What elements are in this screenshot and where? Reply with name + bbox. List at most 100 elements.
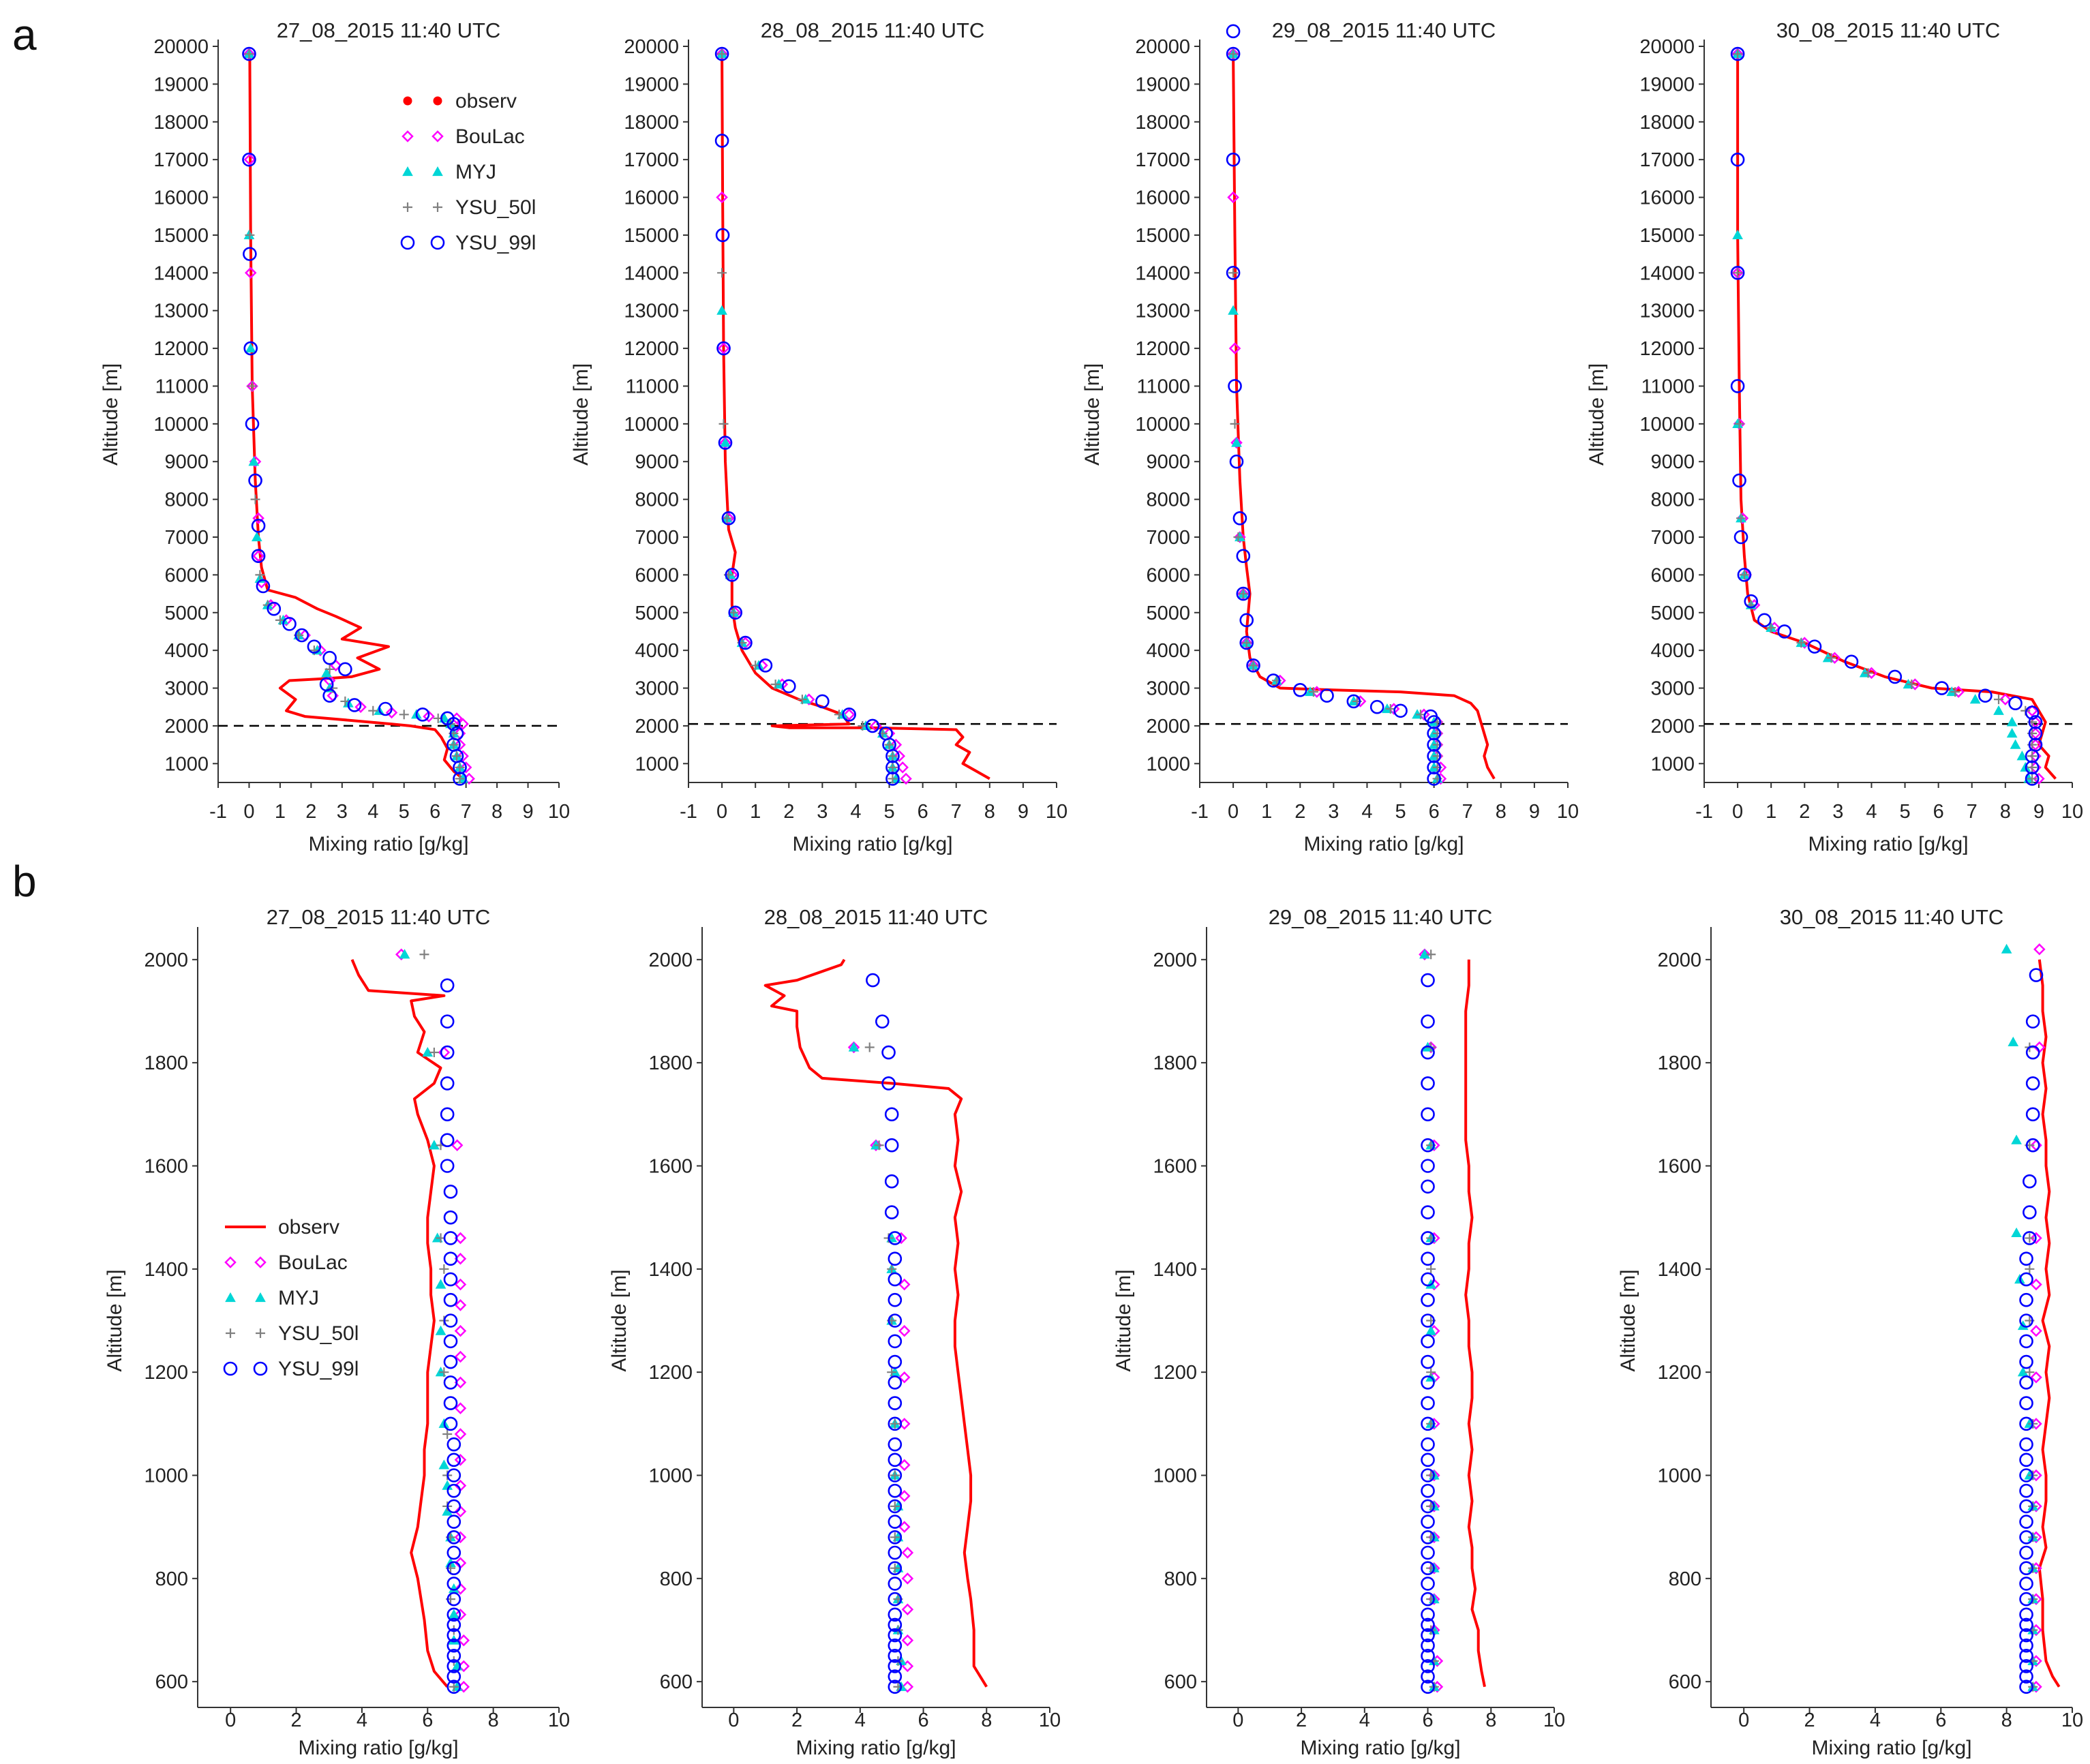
b3-ytick-label-0: 600: [1164, 1671, 1197, 1693]
b3-ysu99-point-5: [1421, 1628, 1435, 1643]
a3-ysu99-point-21: [1226, 266, 1241, 280]
b4-ysu99-point-10: [2019, 1561, 2033, 1575]
b4-ysu99-point-32: [2025, 1107, 2040, 1122]
b3-ysu99-point-27: [1421, 1251, 1435, 1266]
a3-ysu99-point-9: [1346, 694, 1361, 709]
a2-ytick-label-1: 2000: [635, 716, 679, 737]
b2-ysu99-point-34: [881, 1045, 896, 1060]
a1-ysu50-point-18: [247, 381, 257, 391]
a2-ysu50-point-13: [722, 513, 732, 523]
b2-xtick-label-1: 2: [791, 1709, 802, 1731]
a1-legend-ysu50-point-1: [433, 202, 442, 212]
a4-ysu99-point-10: [1888, 669, 1903, 684]
b2-ysu99-point-26: [888, 1272, 903, 1287]
b1-xtick-label-0: 0: [225, 1709, 236, 1731]
b1-ysu99-point-0: [446, 1679, 461, 1694]
b1-legend-observ-label: observ: [278, 1216, 339, 1238]
b4-ysu99-point-27: [2019, 1251, 2033, 1266]
a4-xtick-label-11: 10: [2061, 801, 2083, 823]
a4-ysu99-point-7: [2008, 696, 2023, 710]
a2-boulac-point-2: [893, 750, 906, 762]
b2-ysu99-point-19: [888, 1416, 903, 1431]
a4-boulac-point-6: [2026, 705, 2038, 717]
b2-ylabel: Altitude [m]: [608, 1269, 631, 1371]
a2-ysu50-point-11: [729, 607, 739, 618]
b3-ylabel: Altitude [m]: [1112, 1269, 1135, 1371]
b1-myj-point-9: [438, 1459, 450, 1470]
a1-ysu50-point-14: [275, 615, 285, 625]
a4-myj-point-7: [1969, 694, 1981, 704]
a1-ytick-label-10: 11000: [155, 376, 209, 397]
a1-ytick-label-8: 9000: [164, 451, 209, 473]
a2-xtick-label-3: 2: [783, 801, 794, 823]
a3-ytick-label-7: 8000: [1146, 489, 1190, 511]
a1-ytick-label-9: 10000: [153, 414, 209, 436]
b1-xtick-label-4: 8: [488, 1709, 499, 1731]
b1-ysu99-point-28: [443, 1231, 458, 1245]
a1-ytick-label-14: 15000: [153, 225, 209, 247]
a3-ysu99-point-18: [1232, 511, 1247, 526]
b1-ysu99-point-7: [446, 1607, 461, 1622]
b1-myj-point-12: [435, 1325, 446, 1335]
b3-ytick-label-6: 1800: [1153, 1052, 1197, 1074]
a3-ysu99-point-23: [1226, 46, 1241, 61]
b1-ysu50-point-0: [449, 1682, 459, 1692]
b3-ysu99-point-20: [1421, 1396, 1435, 1410]
a1-ysu99-point-22: [245, 416, 260, 431]
b4-ysu99-point-30: [2023, 1174, 2037, 1189]
b1-ysu99-point-3: [446, 1649, 461, 1663]
a4-boulac-point-7: [1999, 693, 2012, 705]
b2-ytick-label-7: 2000: [648, 949, 693, 971]
a2-xtick-label-1: 0: [716, 801, 727, 823]
a4-myj-point-6: [1993, 705, 2004, 715]
a2-ytick-label-6: 7000: [635, 527, 679, 549]
a2-xtick-label-0: -1: [680, 801, 697, 823]
a4-ysu99-point-11: [1844, 654, 1859, 669]
a3-ysu50-point-7: [1385, 704, 1395, 714]
b3-ysu99-point-37: [1421, 973, 1435, 988]
b1-ytick-label-7: 2000: [144, 949, 188, 971]
a1-boulac-point-19: [252, 512, 264, 525]
a1-boulac-point-9: [354, 701, 367, 713]
a1-ysu99-point-23: [243, 341, 258, 356]
b4-xtick-label-4: 8: [2001, 1709, 2012, 1731]
b1-legend-ysu99-point-1: [253, 1361, 268, 1376]
b1-observ-line: [350, 959, 449, 1688]
a3-ylabel: Altitude [m]: [1081, 363, 1104, 466]
a4-myj-point-5: [2006, 716, 2018, 727]
b1-ysu99-point-17: [446, 1453, 461, 1468]
a3-ysu50-point-14: [1233, 532, 1243, 542]
a4-ysu50-point-11: [1826, 653, 1836, 663]
b4-ysu99-point-14: [2019, 1499, 2033, 1514]
b4-observ-line: [2038, 959, 2061, 1688]
a1-legend-boulac-point-0: [402, 130, 414, 142]
a3-ytick-label-14: 15000: [1135, 225, 1190, 247]
a1-xtick-label-2: 1: [275, 801, 286, 823]
b3-ysu50-point-11: [1426, 1264, 1436, 1274]
b4-ysu99-point-7: [2019, 1607, 2033, 1622]
a4-ysu50-point-15: [1739, 570, 1749, 580]
b1-ysu99-point-23: [443, 1334, 458, 1349]
a2-xtick-label-4: 3: [817, 801, 828, 823]
b1-xtick-label-2: 4: [357, 1709, 367, 1731]
b4-ysu99-point-24: [2019, 1313, 2033, 1328]
a1-ytick-label-11: 12000: [153, 338, 209, 360]
b4-ysu99-point-0: [2019, 1679, 2033, 1694]
b2-ysu50-point-6: [890, 1501, 900, 1511]
a1-ytick-label-4: 5000: [164, 603, 209, 624]
a3-ytick-label-2: 3000: [1146, 678, 1190, 700]
a2-ytick-label-4: 5000: [635, 603, 679, 624]
b1-ysu50-point-14: [429, 1048, 439, 1058]
a2-myj-point-14: [720, 437, 731, 447]
a1-legend-myj-point-1: [432, 166, 443, 177]
a2-ysu50-point-8: [770, 680, 781, 689]
a1-xtick-label-0: -1: [209, 801, 227, 823]
a4-ysu99-point-18: [1732, 473, 1746, 488]
b2-ysu99-point-35: [875, 1014, 890, 1029]
a1-ytick-label-5: 6000: [164, 564, 209, 586]
b1-boulac-point-6: [454, 1531, 467, 1544]
a1-legend-boulac-point-1: [431, 130, 444, 142]
a1-legend-myj-label: MYJ: [455, 161, 496, 183]
a2-ytick-label-10: 11000: [626, 376, 680, 397]
b3-ysu99-point-18: [1421, 1437, 1435, 1452]
